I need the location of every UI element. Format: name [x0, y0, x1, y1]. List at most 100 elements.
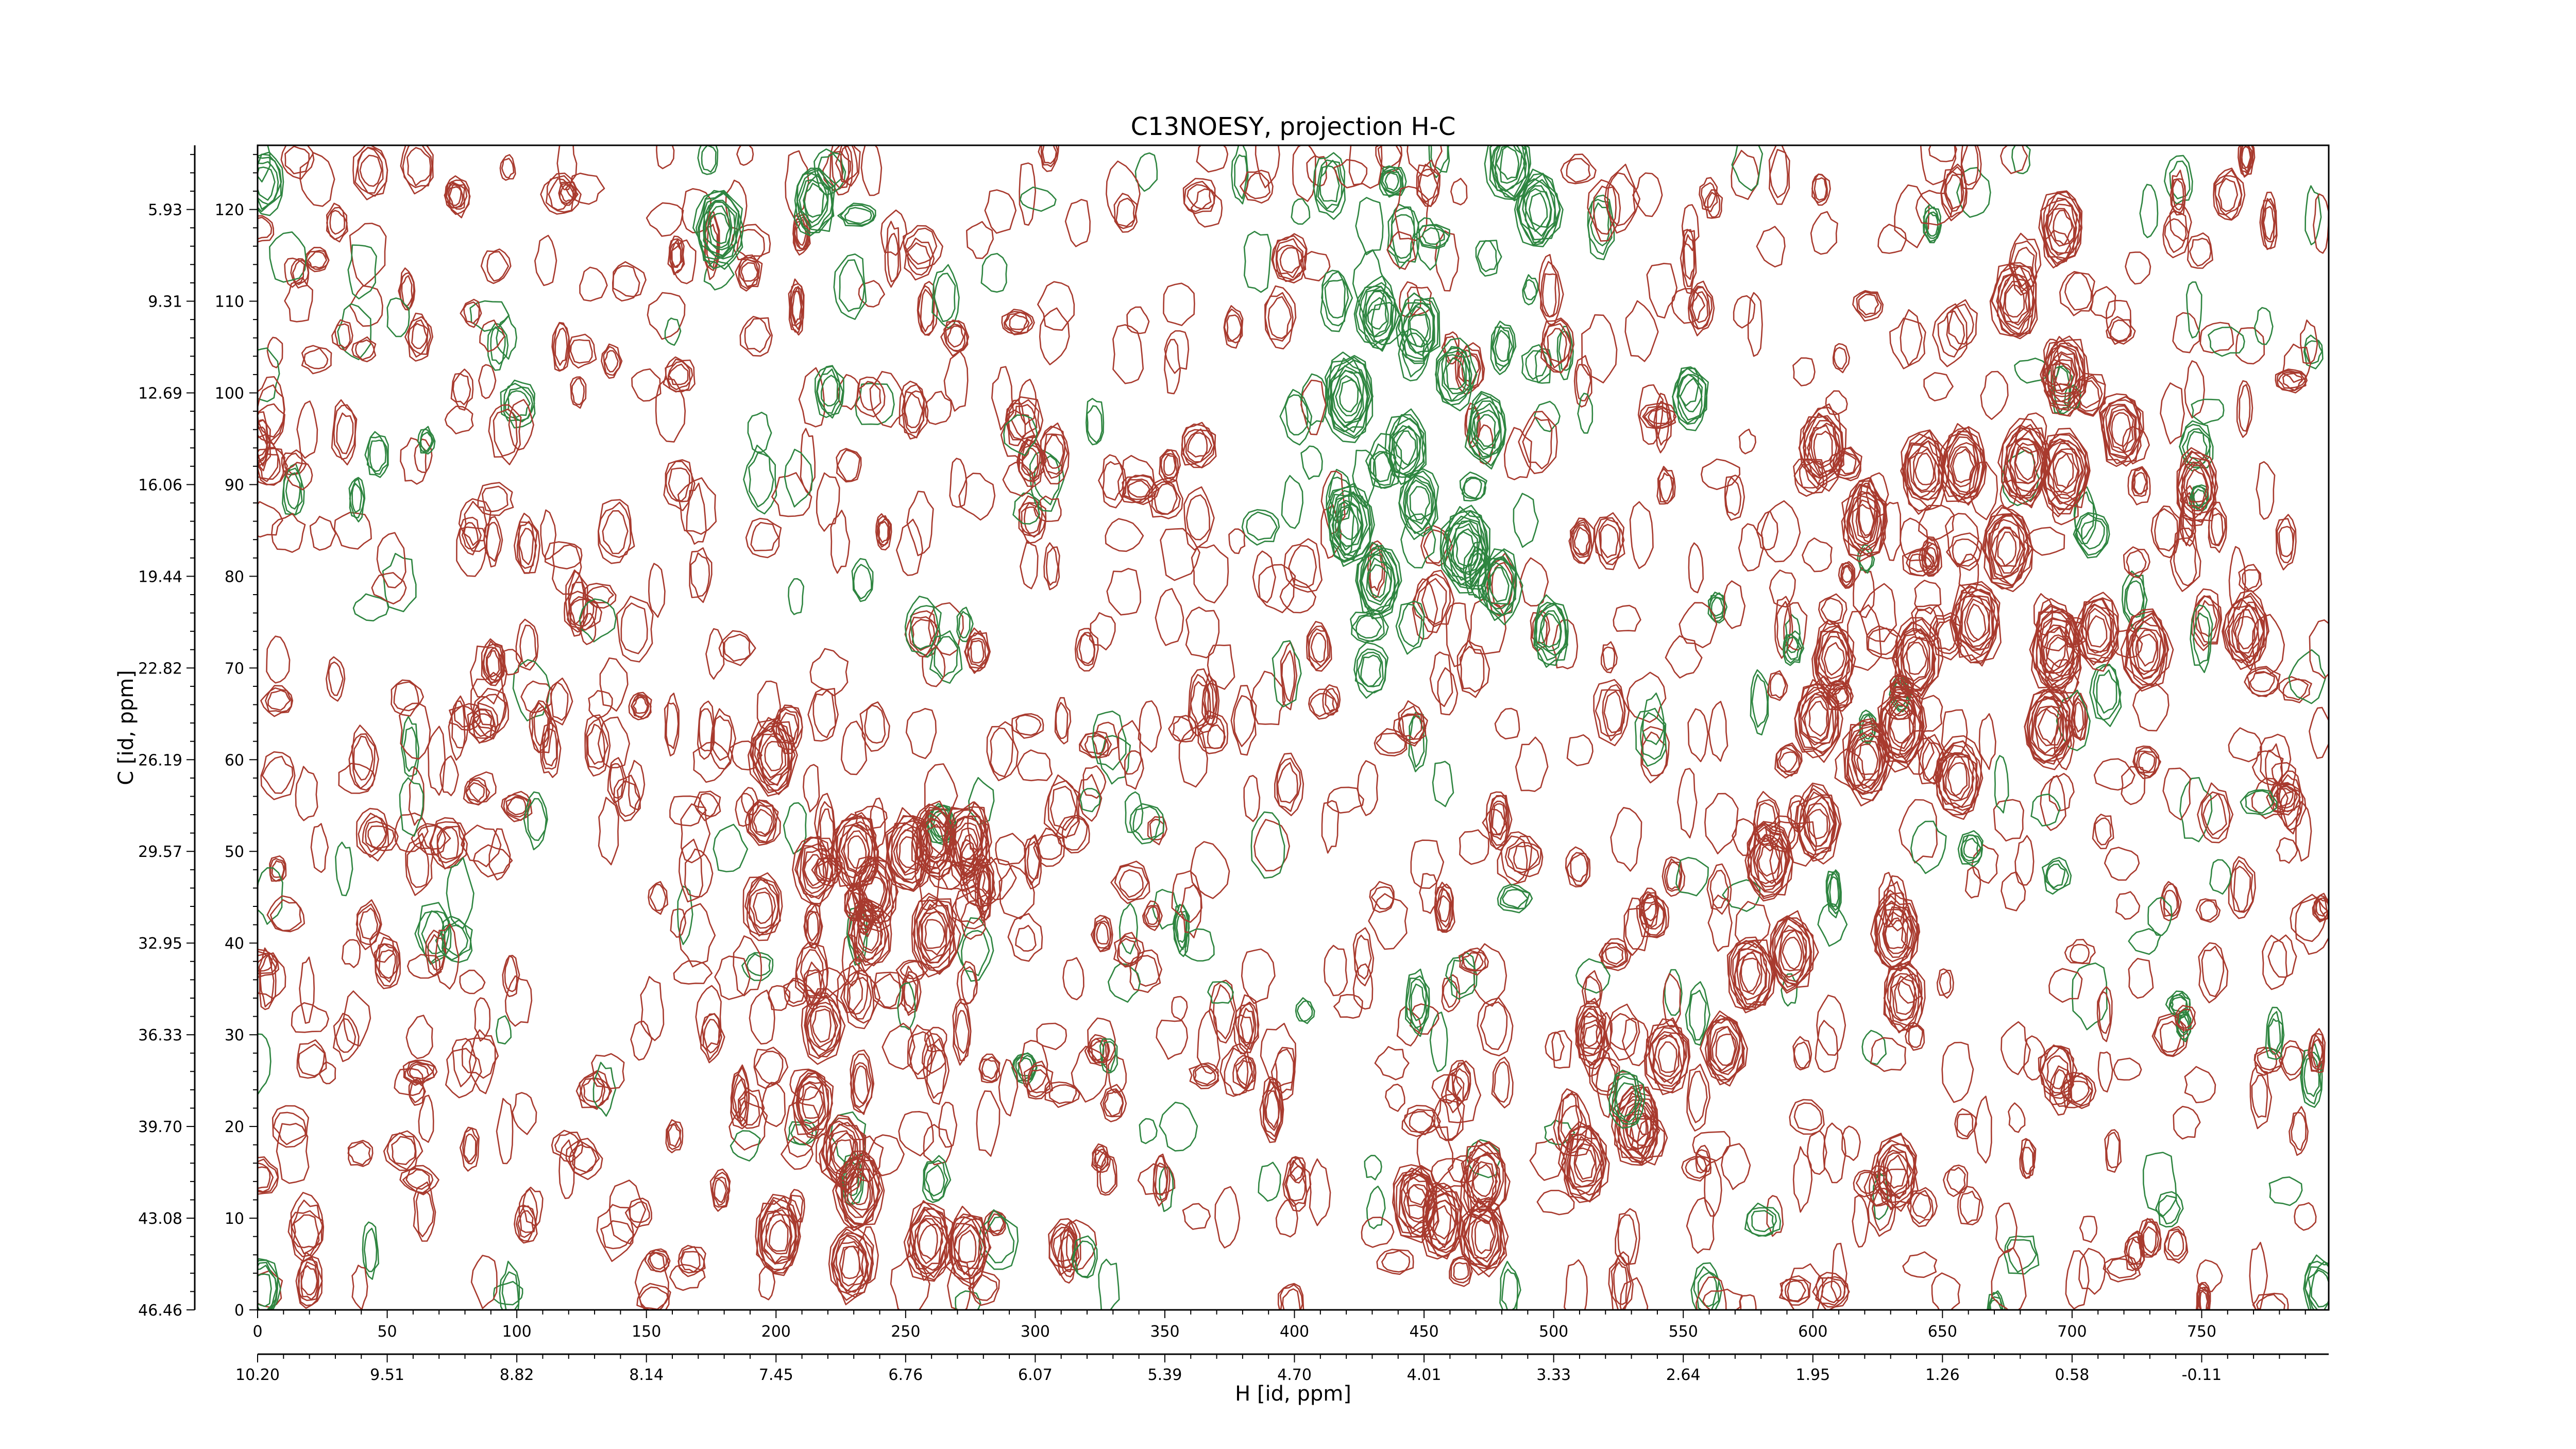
contour-level — [1787, 1263, 1824, 1310]
contour-level — [2251, 1074, 2268, 1118]
contour-level — [792, 290, 802, 324]
contour-level — [664, 317, 682, 346]
contour-level — [736, 229, 765, 259]
contour-level — [1250, 670, 1286, 726]
x-ppm-tick-label: 1.26 — [1925, 1366, 1960, 1384]
noise-contour-positive — [1410, 839, 1445, 889]
noise-contour-positive — [1416, 159, 1441, 208]
noise-contour-positive — [1574, 998, 1608, 1066]
contour-level — [1213, 984, 1235, 1040]
contour-level — [712, 1176, 729, 1206]
contour-level — [1306, 620, 1332, 672]
contour-level — [1769, 569, 1796, 608]
contour-level — [1033, 495, 1062, 523]
contour-level — [398, 267, 416, 311]
noise-contour-positive — [1806, 1130, 1827, 1175]
noise-contour-positive — [394, 1068, 424, 1096]
noise-contour-positive — [1581, 970, 1603, 1008]
noise-contour-positive — [269, 855, 287, 882]
contour-level — [1957, 830, 1984, 867]
contour-level — [751, 804, 775, 837]
noise-contour-positive — [648, 881, 669, 915]
contour-level — [1171, 870, 1202, 923]
contour-level — [1501, 1268, 1518, 1310]
noise-contour-positive — [565, 172, 605, 205]
contour-level — [2236, 380, 2253, 438]
contour-level — [1437, 346, 1472, 402]
contour-level — [1187, 432, 1208, 458]
contour-level — [564, 591, 602, 633]
noise-contour-positive — [836, 965, 863, 1014]
contour-level — [966, 221, 994, 259]
noise-contour-positive — [1036, 1022, 1067, 1050]
noise-contour-negative — [743, 444, 777, 515]
contour-level — [1018, 439, 1042, 483]
noise-contour-positive — [427, 726, 446, 796]
contour-level — [624, 1198, 652, 1228]
contour-level — [1688, 542, 1704, 594]
contour-level — [540, 509, 557, 560]
contour-level — [1507, 841, 1541, 873]
contour-level — [2265, 743, 2283, 797]
noise-contour-positive — [1940, 163, 1968, 222]
peak-positive — [1997, 418, 2052, 509]
noise-contour-positive — [534, 234, 557, 287]
contour-level — [1736, 950, 1767, 1001]
contour-level — [1325, 688, 1340, 712]
contour-level — [2196, 1259, 2223, 1292]
contour-level — [2106, 1132, 2120, 1169]
contour-level — [258, 867, 283, 925]
contour-level — [1432, 761, 1454, 807]
contour-level — [1260, 1022, 1297, 1089]
noise-contour-negative — [1577, 393, 1594, 434]
contour-level — [1086, 398, 1105, 446]
contour-level — [1613, 1261, 1628, 1305]
noise-contour-positive — [2048, 772, 2075, 812]
contour-level — [336, 412, 354, 454]
contour-level — [1204, 682, 1217, 719]
contour-level — [1867, 1178, 1896, 1237]
noise-contour-positive — [1681, 204, 1700, 251]
contour-level — [703, 1019, 720, 1054]
noise-contour-positive — [2174, 1005, 2196, 1031]
contour-level — [768, 1219, 789, 1252]
contour-level — [1704, 1160, 1722, 1217]
noise-contour-positive — [789, 1068, 822, 1101]
contour-level — [1279, 247, 1301, 274]
contour-level — [2198, 942, 2229, 1004]
contour-level — [822, 150, 851, 192]
contour-level — [394, 1068, 424, 1096]
contour-level — [1185, 606, 1220, 659]
contour-level — [697, 700, 715, 760]
contour-level — [2046, 204, 2077, 254]
contour-level — [1433, 1205, 1452, 1240]
contour-level — [1499, 145, 1520, 180]
contour-level — [1196, 145, 1229, 173]
contour-level — [1267, 296, 1292, 340]
contour-level — [805, 995, 842, 1057]
contour-level — [1810, 211, 1838, 255]
noise-contour-positive — [1545, 1032, 1565, 1062]
contour-level — [1945, 174, 1962, 210]
contour-level — [951, 816, 982, 867]
contour-level — [1541, 273, 1560, 318]
noise-contour-positive — [1117, 454, 1155, 503]
contour-level — [1928, 145, 1957, 162]
noise-contour-positive — [2001, 871, 2026, 912]
noise-contour-positive — [1613, 604, 1641, 632]
noise-contour-negative — [362, 1221, 380, 1280]
contour-level — [331, 319, 353, 351]
contour-level — [839, 1245, 865, 1287]
contour-level — [2311, 1039, 2324, 1068]
noise-contour-positive — [1445, 602, 1471, 667]
contour-level — [607, 757, 627, 804]
contour-level — [981, 1058, 998, 1080]
contour-level — [853, 909, 886, 963]
contour-level — [1445, 1072, 1465, 1114]
noise-contour-positive — [1702, 1288, 1743, 1310]
noise-contour-positive — [984, 189, 1017, 234]
contour-level — [499, 1260, 520, 1310]
noise-contour-positive — [1834, 748, 1866, 790]
contour-level — [522, 1186, 544, 1227]
noise-contour-positive — [669, 795, 707, 827]
